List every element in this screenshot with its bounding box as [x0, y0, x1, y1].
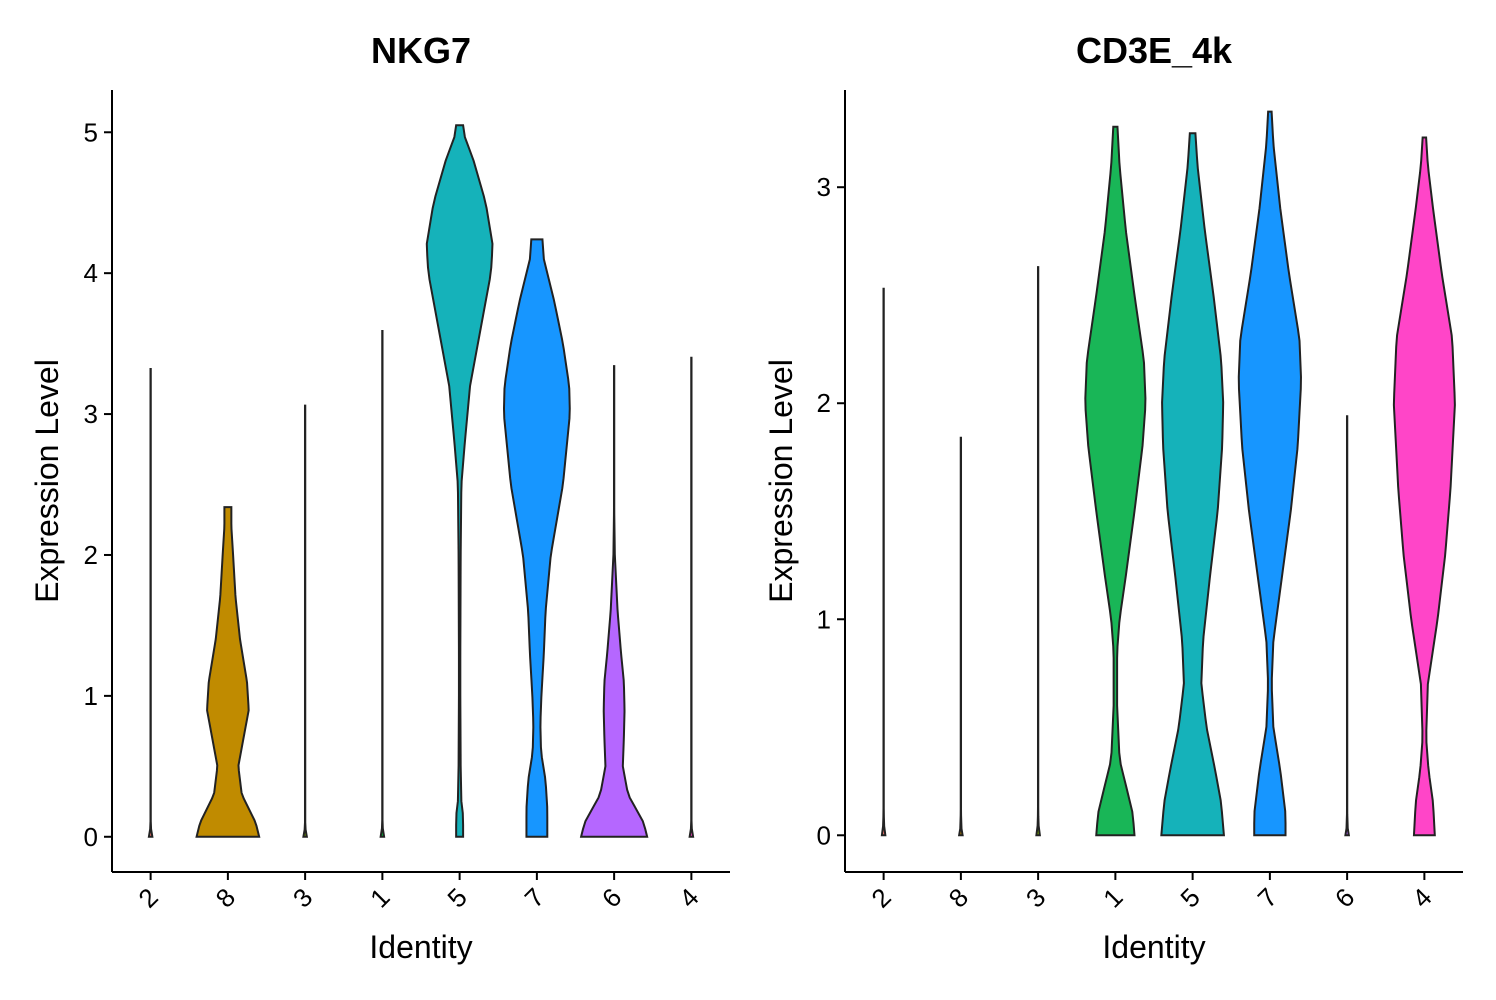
chart-title: NKG7 [371, 30, 471, 71]
y-tick-label: 0 [817, 820, 831, 850]
y-tick-label: 1 [84, 681, 98, 711]
y-tick-label: 2 [817, 388, 831, 418]
x-tick-label: 7 [1252, 882, 1283, 913]
y-tick-label: 2 [84, 540, 98, 570]
x-tick-label: 2 [865, 882, 896, 913]
x-tick-label: 1 [364, 882, 395, 913]
violin-5 [425, 124, 494, 838]
x-tick-label: 5 [441, 882, 472, 913]
violin-7 [1237, 110, 1302, 837]
violin-6 [1344, 415, 1351, 837]
violin-7 [502, 238, 571, 838]
x-tick-label: 8 [943, 882, 974, 913]
x-tick-label: 1 [1097, 882, 1128, 913]
y-tick-label: 5 [84, 117, 98, 147]
violin-2 [147, 367, 154, 838]
y-tick-label: 0 [84, 822, 98, 852]
violin-6 [579, 365, 649, 838]
x-tick-label: 3 [287, 882, 318, 913]
y-tick-label: 1 [817, 604, 831, 634]
violin-8 [957, 436, 964, 837]
x-axis-label: Identity [1102, 929, 1205, 965]
y-tick-label: 4 [84, 258, 98, 288]
panel-1: NKG7 0 1 2 3 4 5 2 8 3 1 5 7 6 4 Identity Expression Lev… [29, 30, 730, 965]
x-tick-label: 6 [1329, 882, 1360, 913]
violin-3 [1035, 266, 1041, 837]
violin-1 [379, 329, 386, 838]
x-tick-label: 4 [1406, 882, 1437, 913]
x-tick-label: 2 [132, 882, 163, 913]
x-axis-label: Identity [369, 929, 472, 965]
y-axis-label: Expression Level [29, 359, 65, 603]
x-tick-label: 3 [1020, 882, 1051, 913]
violin-4 [1392, 136, 1456, 837]
y-axis-label: Expression Level [763, 359, 799, 603]
x-tick-label: 4 [673, 882, 704, 913]
violin-1 [1084, 125, 1147, 837]
violin-5 [1160, 132, 1225, 837]
violin-2 [880, 287, 887, 837]
y-tick-label: 3 [817, 172, 831, 202]
panel-2: CD3E_4k 0 1 2 3 2 8 3 1 5 7 6 4 Identity Expression Le… [763, 30, 1463, 965]
x-tick-label: 5 [1174, 882, 1205, 913]
x-tick-label: 8 [210, 882, 241, 913]
violin-3 [302, 404, 309, 838]
y-tick-label: 3 [84, 399, 98, 429]
x-tick-label: 7 [519, 882, 550, 913]
x-tick-label: 6 [596, 882, 627, 913]
violin-4 [688, 356, 695, 838]
violin-8 [195, 506, 261, 838]
chart-title: CD3E_4k [1076, 30, 1233, 71]
